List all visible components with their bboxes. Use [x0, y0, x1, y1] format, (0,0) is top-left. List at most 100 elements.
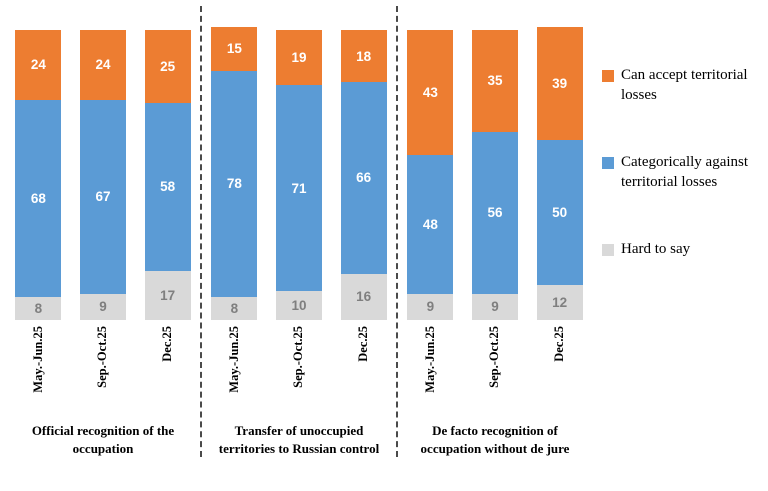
chart-legend: Can accept territorial losses Categorical… [592, 6, 764, 457]
bar-segment-against: 48 [407, 154, 454, 294]
bar-segment-against: 56 [471, 131, 518, 294]
x-axis-label: Dec.25 [356, 326, 371, 362]
bar-value-label: 66 [356, 170, 372, 186]
bar-value-label: 50 [552, 205, 568, 221]
x-axis-label-cell: Sep.-Oct.25 [472, 326, 518, 414]
legend-swatch-hard_to_say [602, 244, 614, 256]
bar-value-label: 71 [291, 180, 307, 196]
bar-segment-against: 50 [536, 140, 583, 286]
bar-segment-hard_to_say: 8 [15, 296, 62, 320]
x-axis-label-cell: May.-Jun.25 [15, 326, 61, 414]
bar-segment-hard_to_say: 12 [536, 285, 583, 320]
x-axis-label: Sep.-Oct.25 [95, 326, 110, 388]
chart-plot-area: 24 68 8 24 67 9 25 58 17 May.-Jun.25 Sep.-Oct.25 De… [6, 6, 592, 458]
bar-segment-hard_to_say: 16 [340, 273, 387, 320]
stacked-bar: 24 68 8 [15, 30, 62, 320]
bar-value-label: 24 [95, 57, 111, 73]
bars-row: 15 78 8 19 71 10 18 66 16 [202, 26, 396, 320]
x-axis-label-cell: May.-Jun.25 [407, 326, 453, 414]
stacked-bar: 39 50 12 [536, 27, 583, 320]
bar-segment-hard_to_say: 8 [211, 296, 258, 320]
bar-value-label: 78 [226, 176, 242, 192]
legend-item: Can accept territorial losses [602, 66, 762, 105]
bar-value-label: 67 [95, 189, 111, 205]
bar-segment-accept: 39 [536, 27, 583, 141]
x-axis-label-cell: Dec.25 [537, 326, 583, 414]
legend-swatch-against [602, 157, 614, 169]
x-axis-label-cell: Sep.-Oct.25 [80, 326, 126, 414]
x-axis-labels: May.-Jun.25 Sep.-Oct.25 Dec.25 [398, 326, 592, 414]
bar-value-label: 58 [160, 179, 176, 195]
bar-segment-against: 67 [79, 99, 126, 294]
bar-segment-hard_to_say: 17 [144, 270, 191, 320]
bars-row: 24 68 8 24 67 9 25 58 17 [6, 26, 200, 320]
bar-segment-against: 66 [340, 82, 387, 274]
stacked-bar: 18 66 16 [340, 30, 387, 320]
group-caption: De facto recognition of occupation witho… [420, 423, 570, 456]
bar-value-label: 9 [426, 299, 435, 315]
stacked-bar: 24 67 9 [79, 30, 126, 320]
bar-segment-accept: 15 [211, 27, 258, 71]
bar-value-label: 10 [291, 298, 307, 313]
bar-value-label: 35 [487, 73, 503, 89]
x-axis-label: Sep.-Oct.25 [487, 326, 502, 388]
x-axis-label: May.-Jun.25 [30, 326, 45, 393]
bar-segment-accept: 25 [144, 30, 191, 103]
bar-segment-hard_to_say: 9 [471, 293, 518, 320]
bars-row: 43 48 9 35 56 9 39 50 12 [398, 26, 592, 320]
x-axis-label: May.-Jun.25 [422, 326, 437, 393]
bar-value-label: 24 [30, 57, 46, 73]
x-axis-label: Dec.25 [552, 326, 567, 362]
bar-value-label: 17 [160, 287, 176, 303]
bar-value-label: 19 [291, 50, 307, 66]
x-axis-label: May.-Jun.25 [226, 326, 241, 393]
bar-value-label: 39 [552, 76, 568, 92]
bar-value-label: 25 [160, 58, 176, 74]
legend-label: Can accept territorial losses [621, 67, 748, 103]
bar-value-label: 16 [356, 289, 372, 305]
bar-value-label: 9 [491, 299, 499, 315]
stacked-bar: 25 58 17 [144, 30, 191, 320]
x-axis-label-cell: Dec.25 [341, 326, 387, 414]
bar-segment-accept: 35 [471, 30, 518, 132]
x-axis-labels: May.-Jun.25 Sep.-Oct.25 Dec.25 [202, 326, 396, 414]
legend-label: Categorically against territorial losses [621, 154, 749, 190]
x-axis-label-cell: Dec.25 [145, 326, 191, 414]
legend-label: Hard to say [621, 241, 691, 257]
bar-value-label: 68 [30, 190, 46, 206]
x-axis-label-cell: Sep.-Oct.25 [276, 326, 322, 414]
bar-segment-hard_to_say: 10 [275, 291, 322, 320]
stacked-bar: 19 71 10 [275, 30, 322, 320]
bar-segment-accept: 24 [79, 30, 126, 100]
group-caption: Official recognition of the occupation [31, 423, 175, 456]
bar-value-label: 9 [99, 299, 107, 315]
x-axis-labels: May.-Jun.25 Sep.-Oct.25 Dec.25 [6, 326, 200, 414]
bar-segment-against: 71 [275, 85, 322, 291]
bar-segment-accept: 18 [340, 30, 387, 83]
legend-item: Hard to say [602, 240, 762, 260]
x-axis-label: Sep.-Oct.25 [291, 326, 306, 388]
legend-item: Categorically against territorial losses [602, 153, 762, 192]
stacked-bar: 15 78 8 [211, 27, 258, 320]
bar-group: 15 78 8 19 71 10 18 66 16 May.-Jun.25 Sep.-Oct.25 D… [200, 6, 396, 458]
bar-segment-hard_to_say: 9 [407, 293, 454, 320]
bar-segment-accept: 43 [407, 30, 454, 155]
bar-segment-accept: 19 [275, 30, 322, 86]
bar-segment-against: 58 [144, 102, 191, 271]
bar-value-label: 8 [34, 300, 43, 316]
bar-value-label: 18 [356, 48, 372, 64]
bar-segment-against: 78 [211, 70, 258, 297]
x-axis-label-cell: May.-Jun.25 [211, 326, 257, 414]
bar-segment-against: 68 [15, 99, 62, 297]
bar-value-label: 15 [226, 41, 242, 57]
stacked-bar: 43 48 9 [407, 30, 454, 320]
stacked-bar: 35 56 9 [471, 30, 518, 320]
group-caption: Transfer of unoccupied territories to Ru… [218, 423, 380, 456]
bar-value-label: 43 [422, 84, 438, 100]
x-axis-label: Dec.25 [160, 326, 175, 362]
bar-value-label: 48 [422, 216, 438, 232]
bar-value-label: 12 [552, 295, 568, 311]
bar-group: 43 48 9 35 56 9 39 50 12 May.-Jun.25 Sep.-Oct.25 De… [396, 6, 592, 458]
bar-segment-accept: 24 [15, 30, 62, 100]
bar-value-label: 8 [230, 300, 239, 316]
